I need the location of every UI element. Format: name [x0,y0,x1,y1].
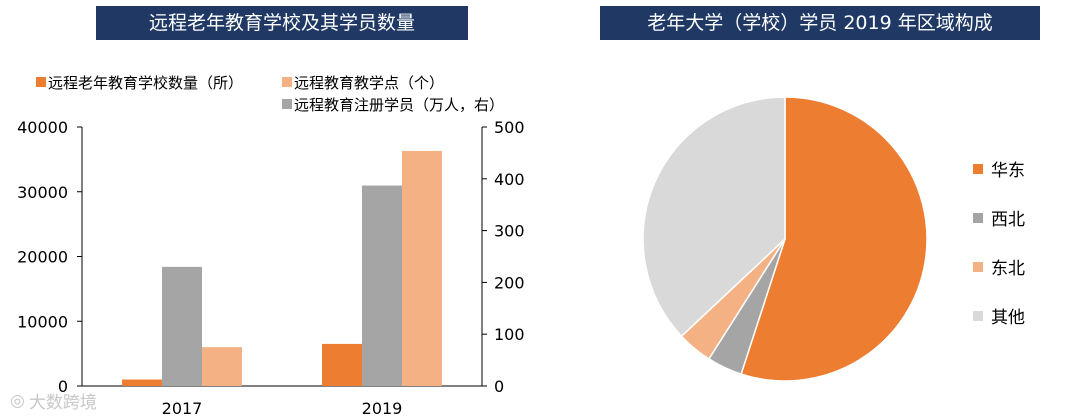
bar [322,343,362,386]
right-y-tick-label: 500 [494,118,525,137]
bar [162,266,202,386]
bar [122,379,162,386]
left-y-tick-label: 40000 [17,118,68,137]
bar [402,150,442,386]
bar-chart-title: 远程老年教育学校及其学员数量 [96,6,468,40]
legend-label: 远程教育教学点（个） [294,74,444,92]
right-y-tick-label: 200 [494,273,525,292]
right-y-tick-label: 400 [494,170,525,189]
legend-label: 远程老年教育学校数量（所） [48,74,243,92]
pie-legend-label: 华东 [991,161,1025,181]
bar [202,347,242,386]
legend-label: 远程教育注册学员（万人，右） [294,96,504,114]
pie-legend-label: 东北 [991,259,1025,279]
watermark: ◎ 大数跨境 [10,388,97,414]
pie-chart-title: 老年大学（学校）学员 2019 年区域构成 [600,6,1040,40]
x-tick-label: 2019 [362,399,403,418]
left-y-tick-label: 20000 [17,248,68,267]
pie-legend-swatch [973,311,983,321]
pie-slice [642,96,786,338]
right-y-tick-label: 100 [494,325,525,344]
bar-chart: 0 10000 20000 30000 40000 0 100 200 300 400 500 201… [17,74,525,418]
pie-legend-label: 其他 [991,308,1025,328]
legend-swatch [282,77,292,87]
pie-legend-label: 西北 [991,210,1025,230]
left-y-tick-label: 10000 [17,312,68,331]
pie-legend-swatch [973,262,983,272]
legend-swatch [36,77,46,87]
left-y-tick-label: 0 [58,377,68,396]
right-y-tick-label: 0 [494,377,504,396]
pie-legend-swatch [973,213,983,223]
bar [362,185,402,386]
pie-slice [740,96,928,382]
legend-swatch [282,99,292,109]
watermark-logo-icon: ◎ [10,390,25,411]
right-y-tick-label: 300 [494,222,525,241]
watermark-text: 大数跨境 [28,393,97,413]
pie-legend-swatch [973,164,983,174]
left-y-tick-label: 30000 [17,183,68,202]
x-tick-label: 2017 [162,399,203,418]
